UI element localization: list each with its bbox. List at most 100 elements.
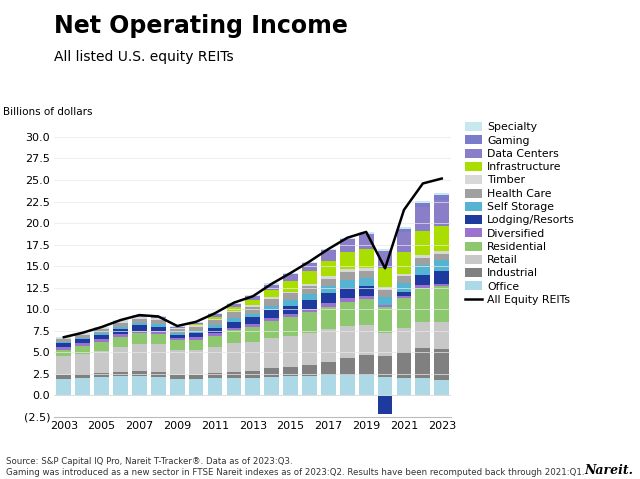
Bar — [170, 379, 184, 395]
Bar — [378, 290, 392, 297]
Bar — [132, 315, 147, 316]
Bar — [56, 338, 71, 339]
Bar — [207, 314, 222, 317]
Bar — [189, 333, 204, 337]
Bar — [340, 375, 355, 395]
Bar — [151, 318, 166, 319]
Bar — [245, 300, 260, 306]
Bar — [435, 226, 449, 251]
Bar — [94, 333, 109, 335]
Bar — [302, 285, 317, 286]
Bar — [207, 313, 222, 314]
Bar — [378, 305, 392, 308]
Bar — [56, 342, 71, 343]
Bar — [415, 258, 430, 264]
Text: Nareit.: Nareit. — [584, 464, 634, 477]
Bar — [245, 296, 260, 300]
Bar — [207, 336, 222, 347]
Bar — [245, 371, 260, 377]
Bar — [284, 336, 298, 367]
Bar — [94, 339, 109, 342]
Bar — [435, 271, 449, 284]
Bar — [397, 227, 412, 229]
Bar — [321, 261, 336, 276]
Bar — [132, 344, 147, 371]
Bar — [207, 320, 222, 325]
Bar — [132, 317, 147, 319]
Bar — [76, 338, 90, 339]
Bar — [227, 330, 241, 343]
Bar — [189, 375, 204, 379]
Bar — [189, 340, 204, 350]
Bar — [170, 328, 184, 329]
Bar — [245, 324, 260, 327]
Bar — [113, 320, 128, 321]
Bar — [415, 287, 430, 322]
Bar — [415, 255, 430, 258]
Bar — [94, 373, 109, 377]
Bar — [207, 325, 222, 328]
Legend: Specialty, Gaming, Data Centers, Infrastructure, Timber, Health Care, Self Stora: Specialty, Gaming, Data Centers, Infrast… — [465, 122, 575, 305]
Bar — [189, 327, 204, 331]
Bar — [76, 354, 90, 375]
Text: Source: S&P Capital IQ Pro, Nareit T-Tracker®. Data as of 2023:Q3.
Gaming was in: Source: S&P Capital IQ Pro, Nareit T-Tra… — [6, 457, 585, 477]
Bar — [227, 372, 241, 377]
Bar — [415, 264, 430, 275]
Bar — [284, 317, 298, 336]
Bar — [284, 306, 298, 314]
Bar — [151, 327, 166, 331]
Bar — [264, 284, 279, 285]
Bar — [435, 195, 449, 200]
Bar — [321, 276, 336, 279]
Bar — [113, 347, 128, 372]
Bar — [415, 203, 430, 207]
Bar — [302, 376, 317, 395]
Bar — [397, 283, 412, 292]
Bar — [321, 329, 336, 362]
Bar — [132, 323, 147, 325]
Bar — [302, 294, 317, 300]
Bar — [378, 250, 392, 251]
Bar — [245, 327, 260, 342]
Bar — [245, 342, 260, 371]
Bar — [415, 285, 430, 287]
Bar — [435, 349, 449, 380]
Bar — [321, 250, 336, 261]
Bar — [56, 347, 71, 350]
Bar — [76, 346, 90, 354]
Bar — [264, 285, 279, 290]
Bar — [56, 376, 71, 379]
Bar — [302, 262, 317, 271]
Bar — [227, 312, 241, 319]
Bar — [264, 321, 279, 338]
Bar — [207, 374, 222, 378]
Bar — [170, 350, 184, 375]
Bar — [340, 272, 355, 280]
Bar — [56, 356, 71, 376]
Bar — [227, 343, 241, 372]
Bar — [94, 377, 109, 395]
Bar — [435, 261, 449, 271]
Bar — [132, 331, 147, 333]
Bar — [397, 252, 412, 274]
Bar — [359, 232, 374, 234]
Bar — [132, 316, 147, 317]
Bar — [227, 321, 241, 328]
Bar — [359, 296, 374, 299]
Bar — [94, 335, 109, 339]
Bar — [284, 294, 298, 300]
Bar — [94, 328, 109, 329]
Bar — [397, 276, 412, 283]
Bar — [435, 286, 449, 322]
Bar — [415, 378, 430, 395]
Bar — [151, 319, 166, 320]
Text: Net Operating Income: Net Operating Income — [54, 14, 348, 38]
Bar — [397, 274, 412, 276]
Bar — [113, 323, 128, 327]
Bar — [340, 270, 355, 272]
Bar — [359, 286, 374, 296]
Bar — [378, 377, 392, 395]
Bar — [189, 325, 204, 327]
Bar — [397, 229, 412, 231]
Bar — [227, 377, 241, 395]
